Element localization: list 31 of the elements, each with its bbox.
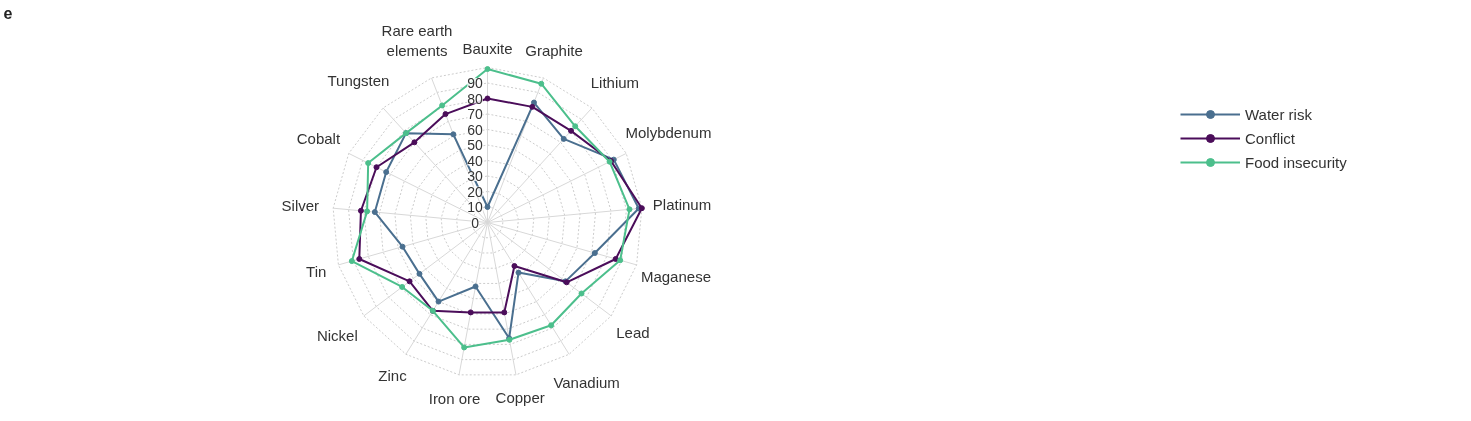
y-tick-label: 0	[471, 214, 480, 231]
legend-label: Conflict	[1245, 129, 1296, 147]
y-tick-label: 40	[467, 152, 484, 169]
spoke-label: Bauxite	[462, 40, 513, 57]
spoke-label: Maganese	[640, 267, 711, 285]
y-tick-label: 90	[467, 75, 484, 91]
spoke-label: Graphite	[525, 42, 583, 60]
spoke-label: Rare earth elements	[381, 21, 453, 60]
spoke-label: Molybdenum	[625, 123, 712, 141]
spoke-label: Lead	[616, 323, 650, 341]
y-tick-label: 80	[467, 90, 484, 107]
legend-label: Water risk	[1245, 105, 1312, 123]
spoke-label: Tin	[306, 262, 327, 280]
spoke-label: Iron ore	[428, 390, 481, 408]
spoke-label: Nickel	[316, 327, 358, 345]
spoke-label: Lithium	[590, 74, 640, 92]
y-tick-label: 30	[467, 168, 484, 184]
spoke-label: Tungsten	[327, 72, 390, 90]
text: e	[3, 4, 13, 22]
y-tick-label: 10	[467, 199, 484, 215]
y-tick-label: 60	[467, 121, 484, 138]
spoke-label: Platinum	[652, 195, 712, 213]
spoke-label: Vanadium	[553, 374, 620, 392]
y-tick-label: 70	[467, 106, 484, 122]
y-tick-label: 20	[467, 183, 484, 200]
spoke-label: Silver	[281, 196, 320, 214]
spoke-label: Copper	[495, 388, 545, 406]
legend-label: Food insecurity	[1245, 153, 1347, 171]
y-tick-label: 50	[467, 137, 484, 153]
spoke-label: Cobalt	[296, 129, 341, 147]
spoke-label: Zinc	[378, 367, 408, 385]
